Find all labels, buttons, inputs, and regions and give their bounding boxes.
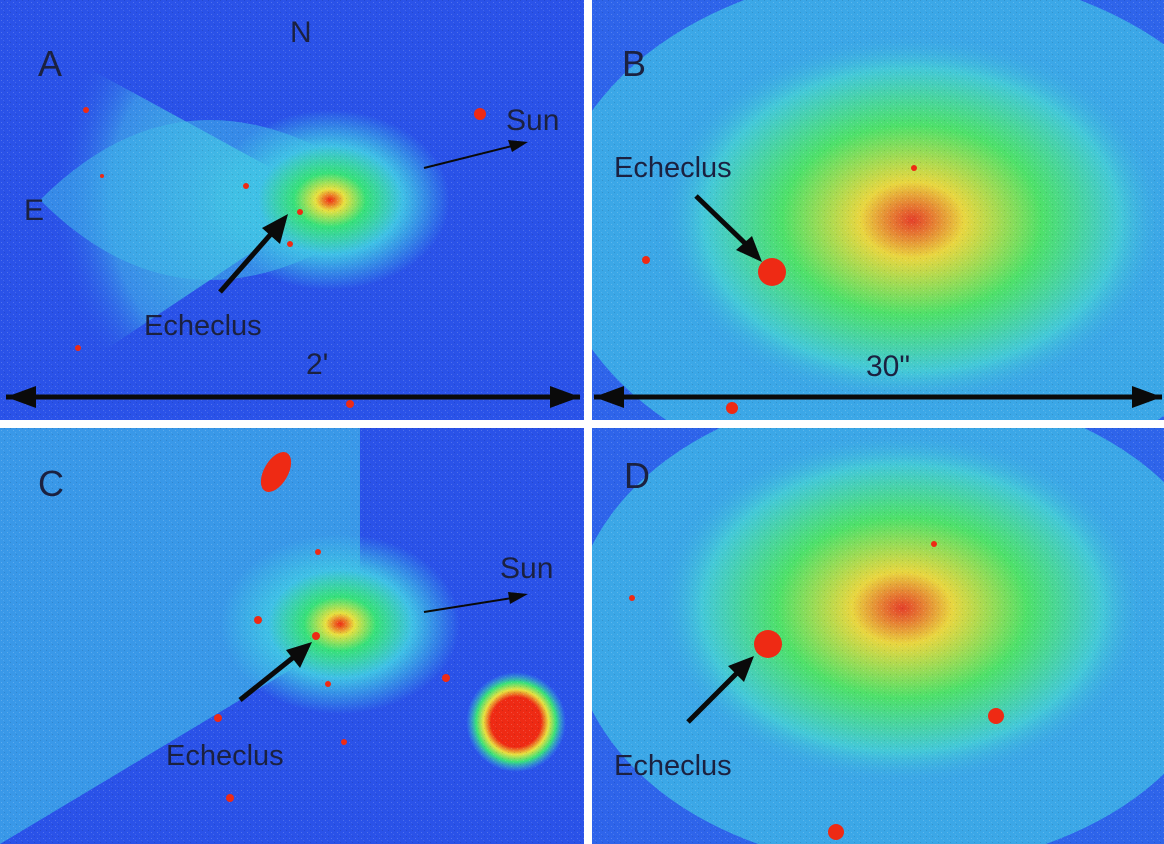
panel-c: C Sun Echeclus [0,428,584,844]
horizontal-divider [0,420,1164,428]
panel-label-b: B [622,43,647,84]
east-label: E [24,194,45,227]
echeclus-arrow-a [218,224,280,294]
panel-a: A N E Sun Echeclus 2' [0,0,584,420]
scale-label-b: 30" [866,350,911,383]
sun-label-a: Sun [506,104,560,137]
sun-arrow-c [423,597,513,613]
sun-label-c: Sun [500,552,554,585]
echeclus-label-a: Echeclus [144,310,262,342]
panel-b: B Echeclus 30" [592,0,1164,420]
scale-label-a: 2' [306,348,329,381]
north-label: N [290,16,312,49]
stars [75,107,486,408]
echeclus-label-d: Echeclus [614,750,732,782]
panel-b-image [592,0,1164,420]
sun-arrow-a [423,145,513,169]
echeclus-label-b: Echeclus [614,152,732,184]
panel-label-a: A [38,43,63,84]
echeclus-arrow-c [238,650,302,702]
panel-d-image [592,428,1164,844]
echeclus-arrow-b [694,194,754,252]
panel-a-image [0,0,584,420]
panel-label-c: C [38,463,64,504]
panel-label-d: D [624,455,650,496]
panel-d: D Echeclus [592,428,1164,844]
echeclus-label-c: Echeclus [166,740,284,772]
panel-c-image [0,428,584,844]
echeclus-arrow-d [686,666,744,724]
